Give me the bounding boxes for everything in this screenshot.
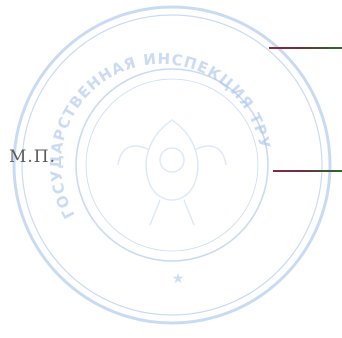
seal-inner-ring bbox=[75, 68, 269, 262]
seal-text-path: ГОСУДАРСТВЕННАЯ ИНСПЕКЦИЯ ТРУДА В ВОЛГОГ… bbox=[0, 0, 273, 222]
seal-text: ГОСУДАРСТВЕННАЯ ИНСПЕКЦИЯ ТРУДА В ВОЛГОГ… bbox=[0, 0, 273, 222]
seal-outer-ring bbox=[12, 5, 332, 325]
seal-star-icon: ★ bbox=[172, 271, 185, 287]
stamp-place-label: М.П. bbox=[9, 147, 57, 167]
seal-emblem bbox=[117, 119, 227, 226]
signature-line-top bbox=[269, 47, 342, 49]
signature-line-bottom bbox=[273, 170, 342, 172]
seal-core-ring bbox=[85, 78, 259, 252]
seal-second-ring bbox=[21, 14, 323, 316]
